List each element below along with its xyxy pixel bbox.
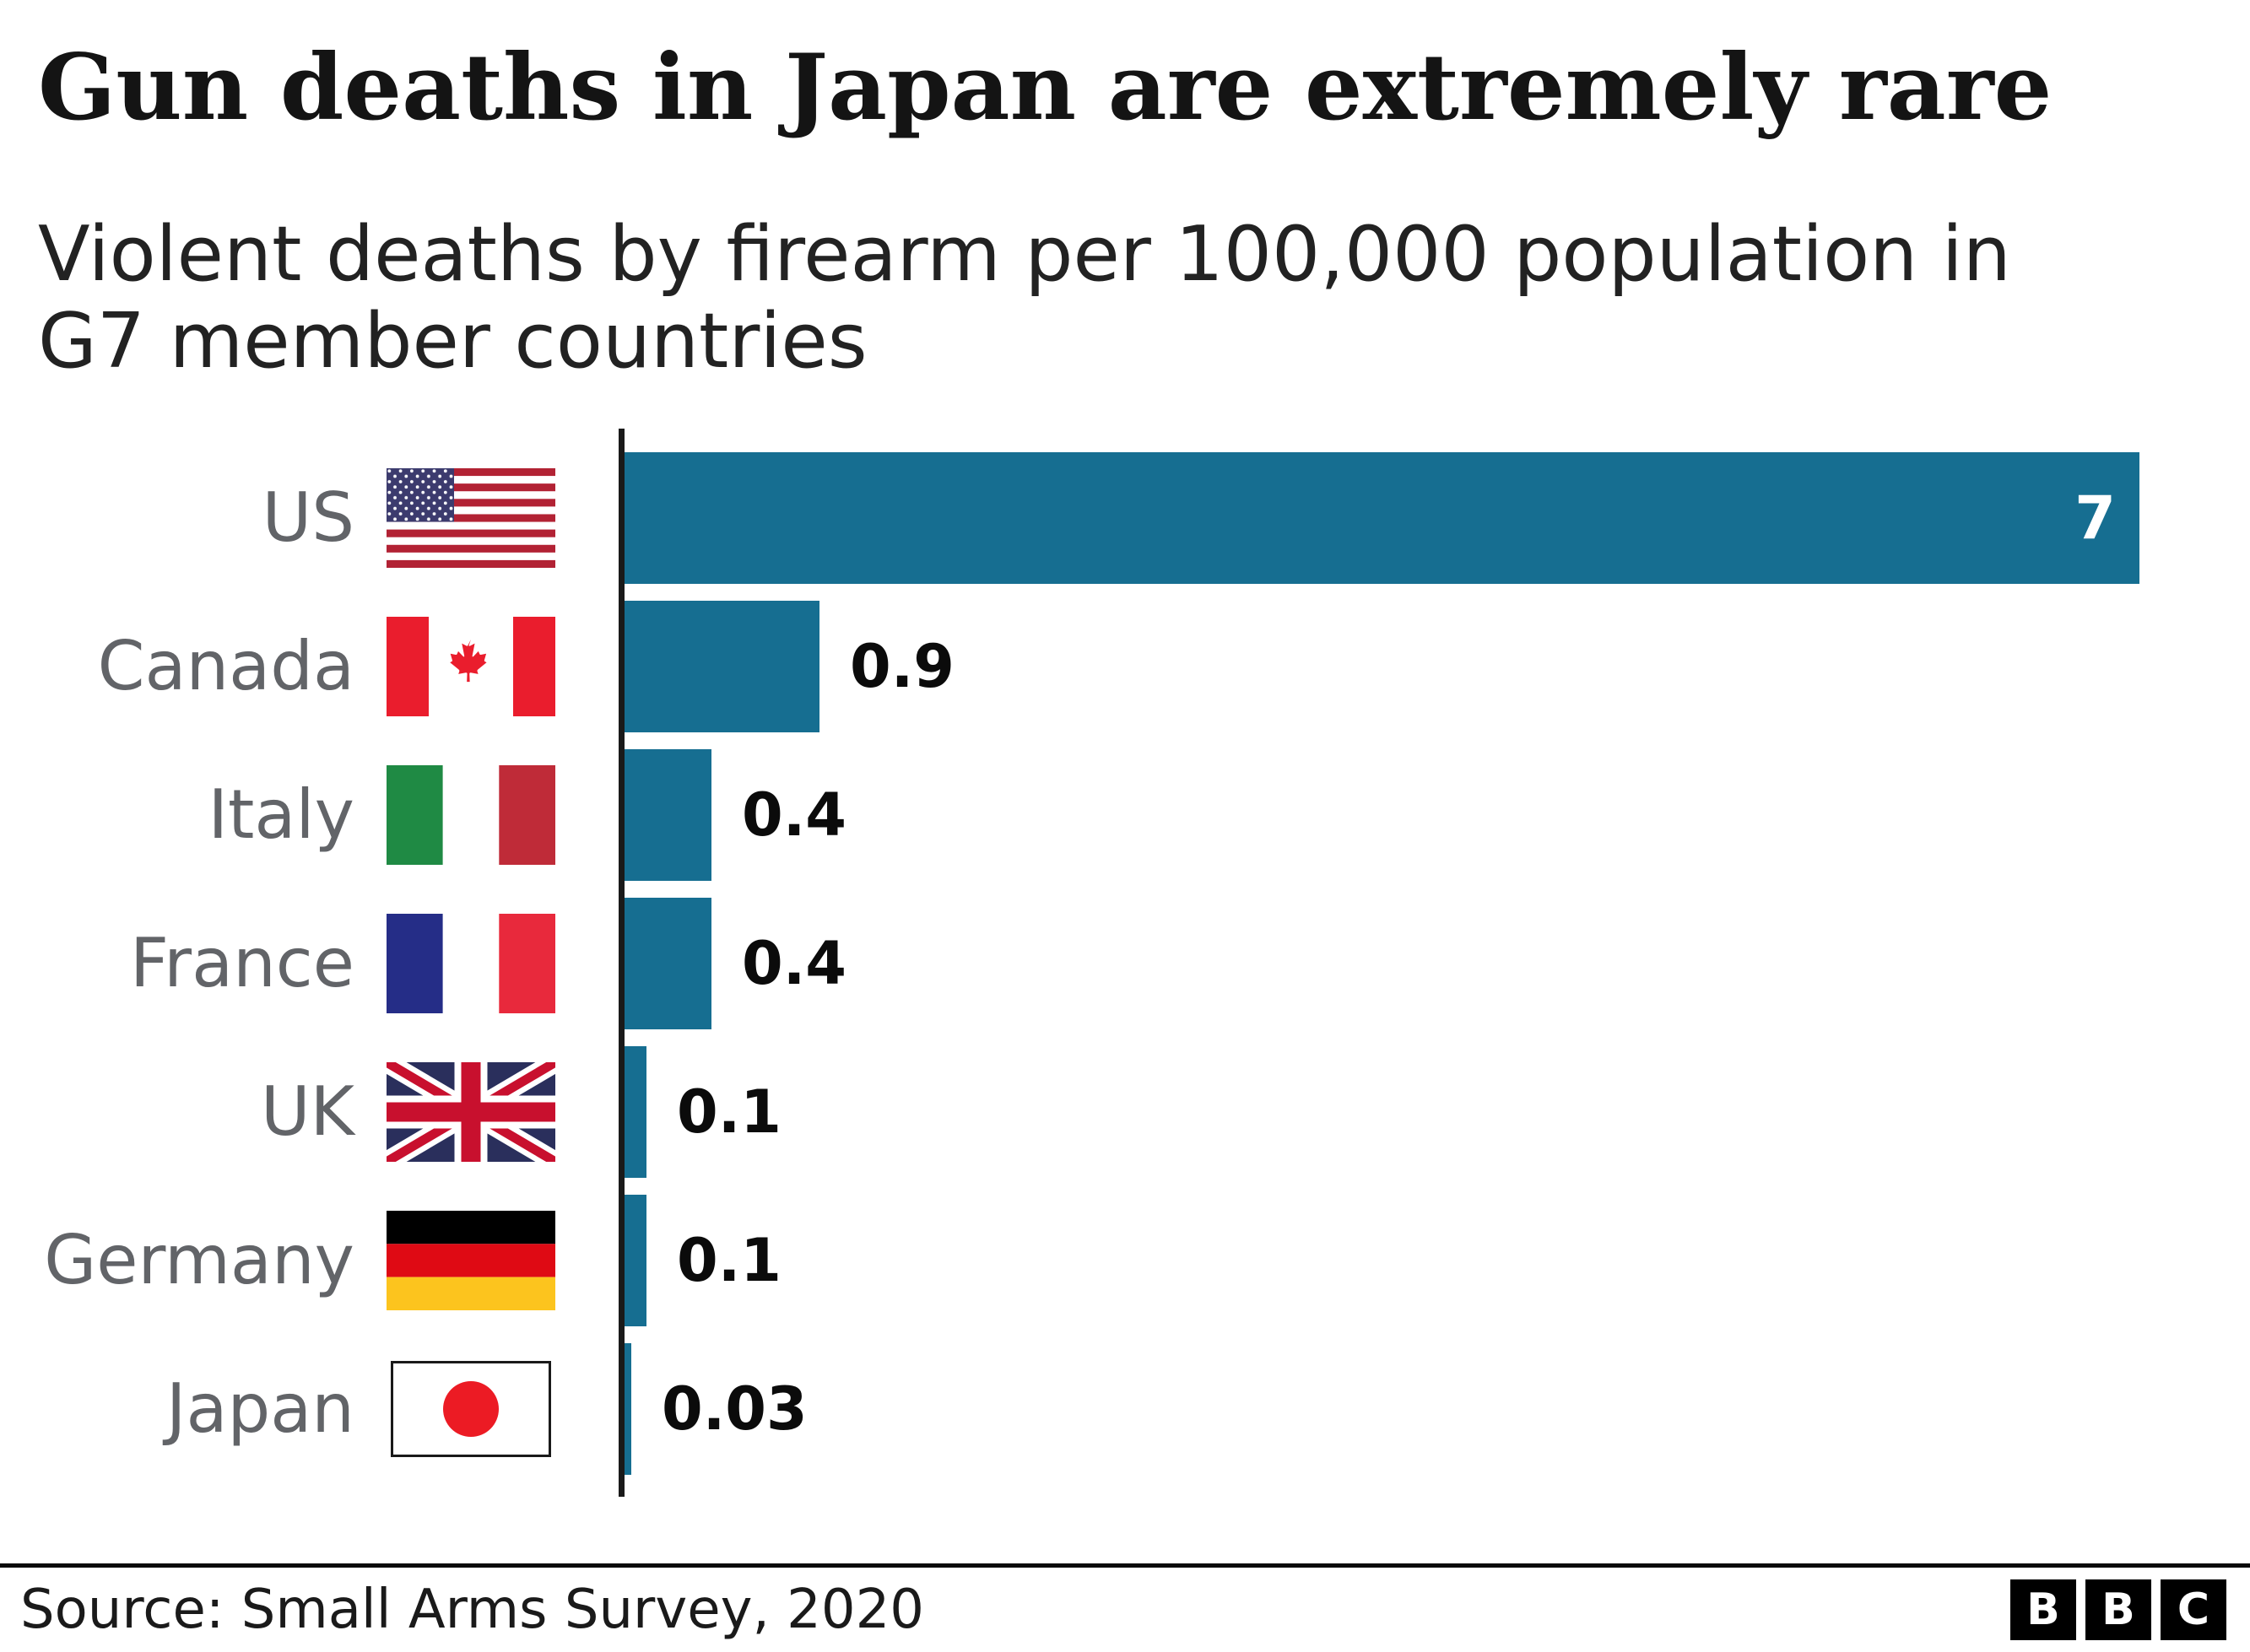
chart-row-us: US xyxy=(0,452,2250,584)
uk-flag-icon xyxy=(387,1062,555,1162)
country-label-uk: UK xyxy=(260,1072,354,1151)
us-flag-icon xyxy=(387,468,555,568)
bar-us xyxy=(625,452,2139,584)
italy-flag-icon xyxy=(387,765,555,865)
chart-row-france: France 0.4 xyxy=(0,898,2250,1029)
chart-row-germany: Germany 0.1 xyxy=(0,1195,2250,1326)
country-label-germany: Germany xyxy=(44,1221,354,1299)
bbc-logo-square-c: C xyxy=(2161,1579,2226,1640)
france-flag-icon xyxy=(387,914,555,1013)
source-text: Source: Small Arms Survey, 2020 xyxy=(20,1579,924,1641)
page-title: Gun deaths in Japan are extremely rare xyxy=(38,35,2053,141)
value-label-germany: 0.1 xyxy=(677,1226,782,1295)
country-label-canada: Canada xyxy=(97,627,354,705)
country-label-france: France xyxy=(129,924,354,1002)
value-label-uk: 0.1 xyxy=(677,1077,782,1147)
chart-row-japan: Japan 0.03 xyxy=(0,1343,2250,1475)
germany-flag-icon xyxy=(387,1211,555,1310)
value-label-japan: 0.03 xyxy=(662,1374,808,1444)
japan-flag-icon xyxy=(387,1359,555,1459)
y-axis-line xyxy=(619,429,625,1497)
value-label-canada: 0.9 xyxy=(850,632,955,701)
chart-row-italy: Italy 0.4 xyxy=(0,749,2250,881)
bbc-logo: B B C xyxy=(2010,1579,2226,1640)
bar-italy xyxy=(625,749,711,881)
canada-flag-icon xyxy=(387,617,555,716)
bar-japan xyxy=(625,1343,631,1475)
chart-row-canada: Canada 0.9 xyxy=(0,601,2250,732)
bbc-logo-square-b1: B xyxy=(2010,1579,2076,1640)
bar-canada xyxy=(625,601,819,732)
bar-germany xyxy=(625,1195,646,1326)
bar-uk xyxy=(625,1046,646,1178)
country-label-italy: Italy xyxy=(208,775,354,854)
value-label-italy: 0.4 xyxy=(742,780,847,850)
footer-divider-rule xyxy=(0,1563,2250,1568)
country-label-us: US xyxy=(262,478,354,557)
chart-row-uk: UK 0.1 xyxy=(0,1046,2250,1178)
value-label-us: 7 xyxy=(2074,483,2116,553)
page-subtitle: Violent deaths by firearm per 100,000 po… xyxy=(38,210,2011,386)
value-label-france: 0.4 xyxy=(742,929,847,998)
bar-france xyxy=(625,898,711,1029)
country-label-japan: Japan xyxy=(165,1369,354,1448)
bbc-logo-square-b2: B xyxy=(2085,1579,2151,1640)
